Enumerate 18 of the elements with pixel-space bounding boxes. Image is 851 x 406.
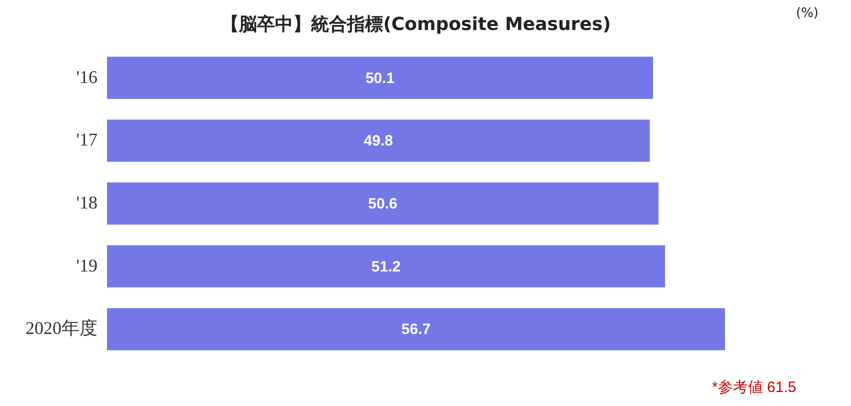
text: (%) bbox=[796, 6, 818, 21]
data-label: 49.8 bbox=[364, 132, 393, 150]
data-label: 51.2 bbox=[371, 258, 401, 276]
data-label: 50.6 bbox=[368, 196, 398, 212]
y-tick-label: '16 bbox=[76, 66, 98, 87]
y-tick-label: '19 bbox=[76, 255, 98, 276]
bar bbox=[107, 120, 650, 162]
bar bbox=[107, 245, 666, 288]
bar bbox=[107, 308, 725, 350]
bar bbox=[107, 56, 654, 99]
text: *参考値 61.5 bbox=[712, 378, 796, 397]
data-label: 56.7 bbox=[401, 321, 431, 338]
y-tick-label: '18 bbox=[76, 192, 98, 212]
bar bbox=[107, 182, 659, 225]
data-label: 50.1 bbox=[365, 70, 395, 87]
y-tick-label: '17 bbox=[76, 130, 98, 150]
y-tick-label: 2020年度 bbox=[26, 318, 98, 338]
chart-title: 【脳卒中】統合指標(Composite Measures) bbox=[221, 14, 611, 35]
